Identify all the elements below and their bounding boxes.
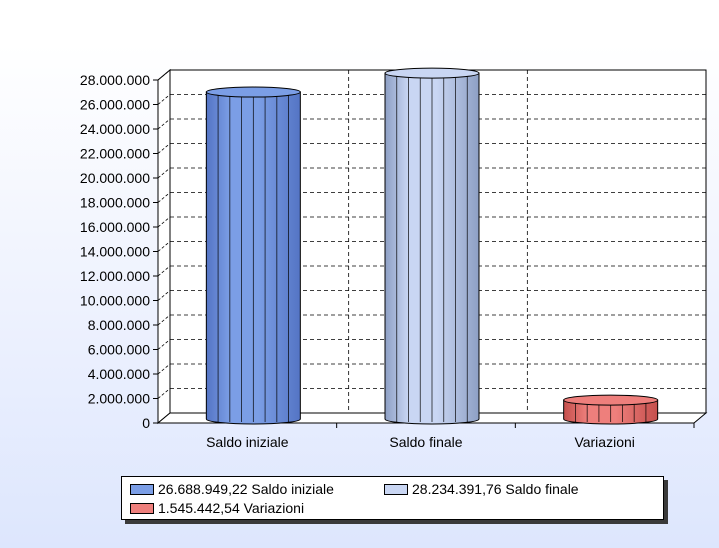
legend-item-variazioni: 1.545.442,54 Variazioni — [130, 500, 304, 516]
gridline-side — [157, 314, 171, 326]
y-tick-label: 8.000.000 — [88, 317, 150, 333]
y-tick-label: 24.000.000 — [80, 121, 150, 137]
gridline-side — [157, 192, 171, 203]
y-tick-label: 4.000.000 — [88, 366, 150, 382]
legend-item-saldo-iniziale: 26.688.949,22 Saldo iniziale — [130, 481, 334, 497]
bar-chart: 0 2.000.000 4.000.000 6.000.000 8.000.000 10.… — [80, 67, 708, 450]
y-tick-label: 16.000.000 — [80, 219, 150, 235]
y-tick-label: 12.000.000 — [80, 268, 150, 284]
gridline-side — [157, 265, 171, 277]
x-axis-labels: Saldo iniziale Saldo finale Variazioni — [206, 434, 635, 450]
x-category-label: Saldo iniziale — [206, 434, 289, 450]
gridline-side — [157, 241, 171, 252]
bar-variazioni — [563, 394, 659, 425]
bar-saldo-finale — [384, 67, 480, 425]
y-tick-label: 0 — [142, 415, 150, 431]
gridline-side — [157, 167, 171, 179]
y-tick-label: 28.000.000 — [80, 72, 150, 88]
bar-saldo-iniziale — [205, 86, 301, 425]
legend-swatch — [130, 483, 154, 495]
gridline-side — [157, 388, 171, 399]
gridline-side — [157, 363, 171, 375]
legend-item-saldo-finale: 28.234.391,76 Saldo finale — [384, 481, 579, 497]
bar-top-cap — [205, 86, 301, 98]
y-tick-label: 18.000.000 — [80, 195, 150, 211]
y-tick-label: 10.000.000 — [80, 293, 150, 309]
legend: 26.688.949,22 Saldo iniziale 28.234.391,… — [121, 476, 664, 520]
y-tick-label: 22.000.000 — [80, 146, 150, 162]
y-axis-ticks: 0 2.000.000 4.000.000 6.000.000 8.000.000 10.… — [80, 72, 158, 431]
bar-top-cap — [384, 67, 480, 79]
gridline-side — [157, 216, 171, 228]
bar-top-cap — [563, 394, 659, 406]
y-tick-label: 20.000.000 — [80, 170, 150, 186]
gridline-side — [157, 339, 171, 350]
legend-swatch — [130, 502, 154, 514]
y-tick-label: 26.000.000 — [80, 97, 150, 113]
y-tick-label: 2.000.000 — [88, 391, 150, 407]
x-category-label: Variazioni — [574, 434, 634, 450]
y-tick-label: 6.000.000 — [88, 342, 150, 358]
bars — [205, 67, 659, 425]
gridline-side — [157, 118, 171, 130]
gridline-side — [157, 69, 171, 81]
legend-label: 1.545.442,54 Variazioni — [158, 500, 305, 516]
legend-label: 28.234.391,76 Saldo finale — [412, 481, 579, 497]
gridline-side — [157, 290, 171, 301]
legend-label: 26.688.949,22 Saldo iniziale — [158, 481, 334, 497]
gridline-side — [157, 94, 171, 105]
legend-swatch — [384, 483, 408, 495]
x-category-label: Saldo finale — [389, 434, 462, 450]
gridline-side — [157, 143, 171, 154]
y-tick-label: 14.000.000 — [80, 244, 150, 260]
